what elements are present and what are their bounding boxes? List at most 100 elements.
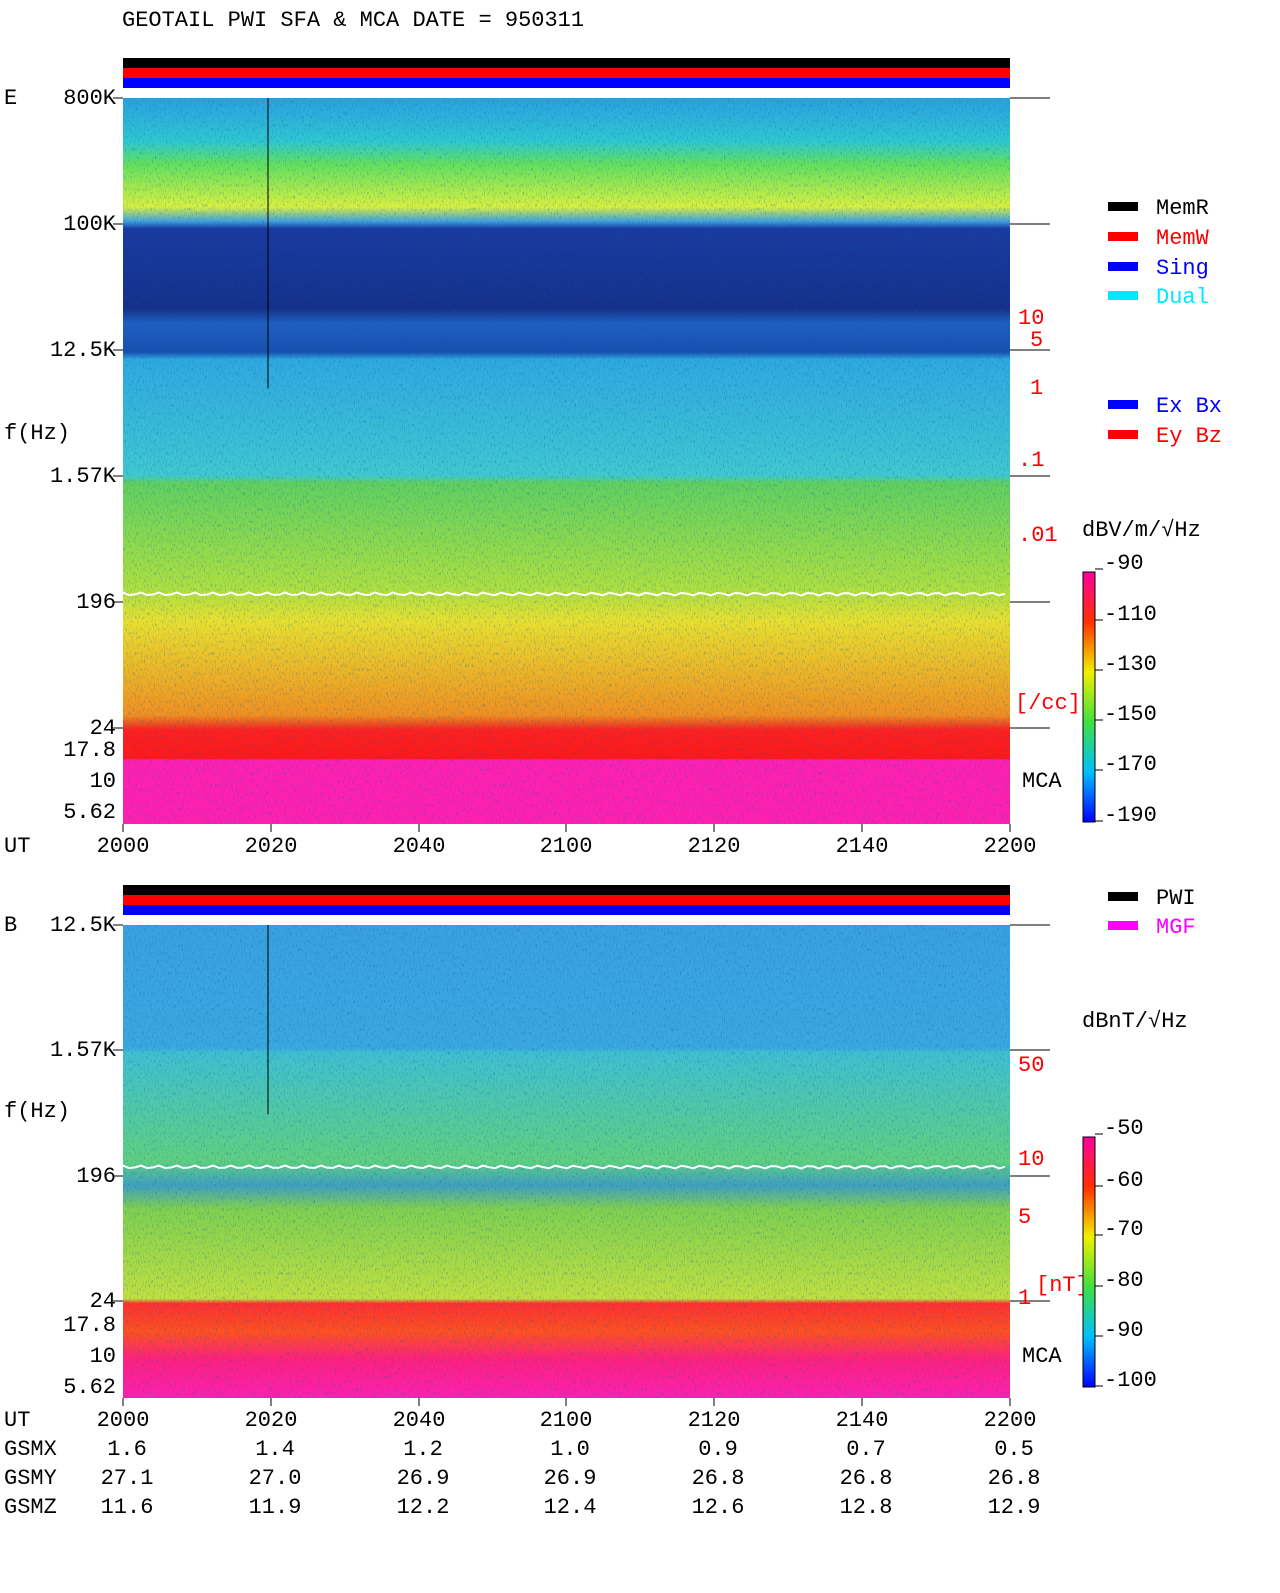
- orbit-value: 0.9: [698, 1437, 738, 1462]
- colorbar: [1082, 571, 1096, 823]
- status-bar: [123, 885, 1010, 895]
- orbit-value: 12.8: [840, 1495, 893, 1520]
- right-tick-label: .01: [1018, 523, 1058, 548]
- legend-swatch: [1108, 921, 1138, 930]
- right-tick-label: 50: [1018, 1053, 1044, 1078]
- y-tick-label: 5.62: [63, 1375, 116, 1400]
- orbit-value: 27.1: [101, 1466, 154, 1491]
- orbit-value: 1.0: [550, 1437, 590, 1462]
- colorbar-title: dBV/m/√Hz: [1082, 518, 1201, 543]
- y-tick-label: 12.5K: [50, 913, 117, 938]
- right-tick-label: .1: [1018, 448, 1044, 473]
- y-tick-label: 10: [90, 769, 116, 794]
- legend-swatch: [1108, 400, 1138, 409]
- orbit-value: 26.9: [544, 1466, 597, 1491]
- x-tick-label: 2000: [97, 834, 150, 859]
- y-tick-label: 100K: [63, 212, 117, 237]
- x-tick-label: 2020: [245, 834, 298, 859]
- x-tick-label: 2140: [836, 834, 889, 859]
- right-tick-label: 1: [1018, 1286, 1031, 1311]
- y-tick-label: 10: [90, 1344, 116, 1369]
- y-label: f(Hz): [4, 1099, 70, 1124]
- y-tick-label: 24: [90, 1289, 116, 1314]
- colorbar-tick-label: -90: [1104, 1318, 1144, 1343]
- orbit-value: 26.9: [397, 1466, 450, 1491]
- y-tick-label: 5.62: [63, 800, 116, 825]
- colorbar-tick-label: -60: [1104, 1168, 1144, 1193]
- legend-swatch: [1108, 262, 1138, 271]
- title: GEOTAIL PWI SFA & MCA DATE = 950311: [122, 8, 584, 33]
- right-tick-label: 10: [1018, 1147, 1044, 1172]
- orbit-value: 26.8: [692, 1466, 745, 1491]
- y-tick-label: 24: [90, 716, 116, 741]
- colorbar-tick-label: -170: [1104, 752, 1157, 777]
- y-tick-label: 1.57K: [50, 464, 117, 489]
- status-bar: [123, 905, 1010, 915]
- colorbar-tick-label: -100: [1104, 1368, 1157, 1393]
- x-tick-label: 2140: [836, 1408, 889, 1433]
- mca-label: MCA: [1022, 769, 1062, 794]
- legend-swatch: [1108, 430, 1138, 439]
- orbit-value: 26.8: [988, 1466, 1041, 1491]
- orbit-value: 1.6: [107, 1437, 147, 1462]
- right-tick-label: 1: [1030, 376, 1043, 401]
- y-tick-label: 12.5K: [50, 338, 117, 363]
- x-label: UT: [4, 834, 30, 859]
- orbit-value: 12.4: [544, 1495, 597, 1520]
- x-tick-label: 2000: [97, 1408, 150, 1433]
- orbit-value: 1.2: [403, 1437, 443, 1462]
- x-tick-label: 2120: [688, 1408, 741, 1433]
- status-bar: [123, 895, 1010, 905]
- colorbar-title: dBnT/√Hz: [1082, 1009, 1188, 1034]
- orbit-value: 27.0: [249, 1466, 302, 1491]
- status-bar: [123, 68, 1010, 78]
- x-tick-label: 2120: [688, 834, 741, 859]
- orbit-value: 12.6: [692, 1495, 745, 1520]
- y-tick-label: 196: [76, 590, 116, 615]
- orbit-label: GSMZ: [4, 1495, 57, 1520]
- x-label: UT: [4, 1408, 30, 1433]
- x-tick-label: 2020: [245, 1408, 298, 1433]
- legend-label: MemW: [1156, 226, 1210, 251]
- right-tick-label: 10: [1018, 306, 1044, 331]
- legend-label: Ex Bx: [1156, 394, 1222, 419]
- orbit-label: GSMX: [4, 1437, 57, 1462]
- legend-label: MemR: [1156, 196, 1209, 221]
- y-tick-label: 196: [76, 1164, 116, 1189]
- x-tick-label: 2040: [393, 834, 446, 859]
- right-tick-label: [/cc]: [1015, 691, 1081, 716]
- legend-swatch: [1108, 232, 1138, 241]
- y-tick-label: 1.57K: [50, 1038, 117, 1063]
- orbit-value: 26.8: [840, 1466, 893, 1491]
- y-tick-label: 17.8: [63, 1313, 116, 1338]
- orbit-value: 11.9: [249, 1495, 302, 1520]
- colorbar-tick-label: -190: [1104, 803, 1157, 828]
- orbit-value: 0.5: [994, 1437, 1034, 1462]
- colorbar-tick-label: -70: [1104, 1217, 1144, 1242]
- spectrogram-noise: [123, 98, 1010, 824]
- x-tick-label: 2200: [984, 834, 1037, 859]
- x-tick-label: 2100: [540, 834, 593, 859]
- colorbar-tick-label: -110: [1104, 602, 1157, 627]
- colorbar-tick-label: -130: [1104, 652, 1157, 677]
- plasma-line: [122, 1164, 1006, 1170]
- colorbar-tick-label: -50: [1104, 1116, 1144, 1141]
- panel-label: E: [4, 86, 17, 111]
- legend-label: PWI: [1156, 886, 1196, 911]
- orbit-label: GSMY: [4, 1466, 57, 1491]
- spectrogram-noise: [123, 925, 1010, 1398]
- legend-swatch: [1108, 892, 1138, 901]
- legend-swatch: [1108, 202, 1138, 211]
- x-tick-label: 2200: [984, 1408, 1037, 1433]
- x-tick-label: 2100: [540, 1408, 593, 1433]
- orbit-value: 12.9: [988, 1495, 1041, 1520]
- legend-swatch: [1108, 291, 1138, 300]
- colorbar-tick-label: -90: [1104, 551, 1144, 576]
- colorbar-tick-label: -80: [1104, 1268, 1144, 1293]
- legend-label: Ey Bz: [1156, 424, 1222, 449]
- status-bar: [123, 58, 1010, 68]
- status-bar: [123, 78, 1010, 88]
- x-tick-label: 2040: [393, 1408, 446, 1433]
- legend-label: MGF: [1156, 915, 1196, 940]
